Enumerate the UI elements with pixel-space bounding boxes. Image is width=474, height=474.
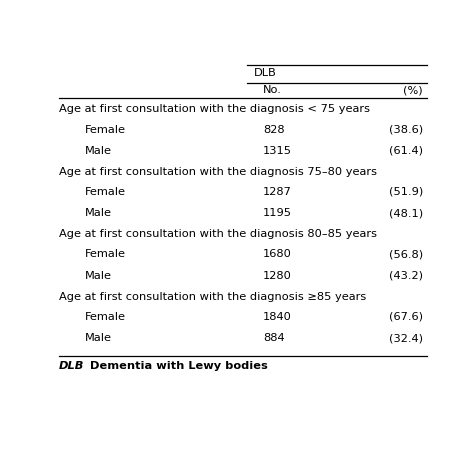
Text: 828: 828 <box>263 125 285 135</box>
Text: (48.1): (48.1) <box>389 208 423 218</box>
Text: Female: Female <box>85 312 126 322</box>
Text: Male: Male <box>85 271 112 281</box>
Text: 1287: 1287 <box>263 187 292 197</box>
Text: Age at first consultation with the diagnosis < 75 years: Age at first consultation with the diagn… <box>59 104 370 114</box>
Text: Dementia with Lewy bodies: Dementia with Lewy bodies <box>86 361 267 371</box>
Text: DLB: DLB <box>59 361 85 371</box>
Text: Female: Female <box>85 249 126 259</box>
Text: 884: 884 <box>263 333 285 343</box>
Text: (32.4): (32.4) <box>389 333 423 343</box>
Text: Male: Male <box>85 146 112 155</box>
Text: Male: Male <box>85 333 112 343</box>
Text: (61.4): (61.4) <box>389 146 423 155</box>
Text: 1280: 1280 <box>263 271 292 281</box>
Text: 1680: 1680 <box>263 249 292 259</box>
Text: (67.6): (67.6) <box>389 312 423 322</box>
Text: No.: No. <box>263 85 282 95</box>
Text: Age at first consultation with the diagnosis 80–85 years: Age at first consultation with the diagn… <box>59 229 377 239</box>
Text: Female: Female <box>85 187 126 197</box>
Text: (43.2): (43.2) <box>389 271 423 281</box>
Text: Male: Male <box>85 208 112 218</box>
Text: 1195: 1195 <box>263 208 292 218</box>
Text: Female: Female <box>85 125 126 135</box>
Text: DLB: DLB <box>254 68 277 78</box>
Text: (%): (%) <box>403 85 423 95</box>
Text: (38.6): (38.6) <box>389 125 423 135</box>
Text: 1840: 1840 <box>263 312 292 322</box>
Text: (51.9): (51.9) <box>389 187 423 197</box>
Text: (56.8): (56.8) <box>389 249 423 259</box>
Text: Age at first consultation with the diagnosis 75–80 years: Age at first consultation with the diagn… <box>59 167 377 177</box>
Text: 1315: 1315 <box>263 146 292 155</box>
Text: Age at first consultation with the diagnosis ≥85 years: Age at first consultation with the diagn… <box>59 292 366 302</box>
